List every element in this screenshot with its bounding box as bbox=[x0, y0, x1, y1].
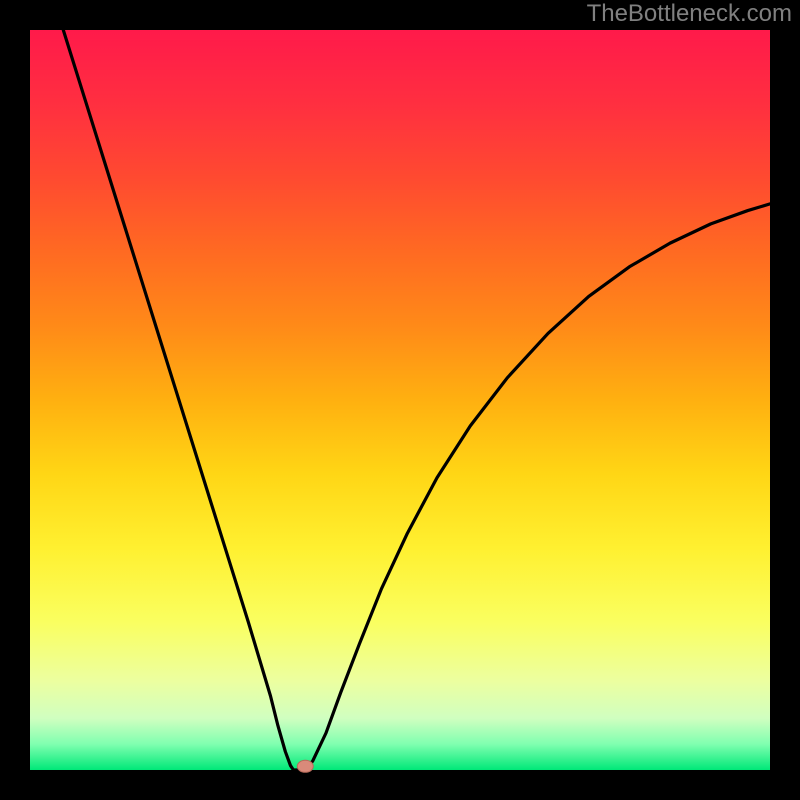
gradient-background bbox=[30, 30, 770, 770]
minimum-marker bbox=[297, 760, 313, 772]
chart-svg bbox=[0, 0, 800, 800]
watermark-text: TheBottleneck.com bbox=[587, 0, 792, 28]
chart-container: TheBottleneck.com bbox=[0, 0, 800, 800]
